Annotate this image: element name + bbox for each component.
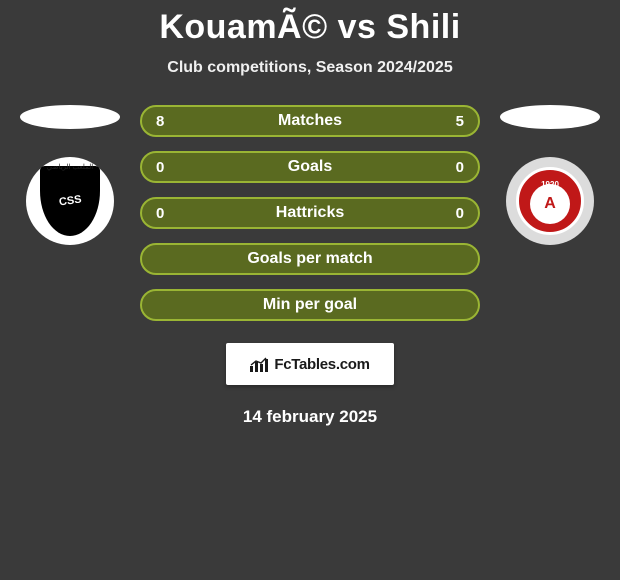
left-player-ellipse (20, 105, 120, 129)
stat-right-value: 0 (456, 159, 464, 176)
stat-bar-gpm: Goals per match (140, 243, 480, 275)
right-player-ellipse (500, 105, 600, 129)
left-club-logo: الملعب الرياضي CSS (26, 157, 114, 245)
date-text: 14 february 2025 (243, 407, 377, 427)
right-logo-inner: A (530, 184, 570, 224)
stat-bar-matches: 8 Matches 5 (140, 105, 480, 137)
stat-bar-goals: 0 Goals 0 (140, 151, 480, 183)
stat-left-value: 0 (156, 159, 164, 176)
chart-icon (250, 356, 270, 372)
stat-label: Min per goal (263, 296, 357, 314)
brand-badge: FcTables.com (226, 343, 394, 385)
left-player-col: الملعب الرياضي CSS (20, 105, 120, 245)
right-logo-text: A (544, 195, 556, 213)
left-logo-script: الملعب الرياضي (47, 163, 93, 171)
stat-left-value: 8 (156, 113, 164, 130)
stat-label: Matches (278, 112, 342, 130)
page-title: KouamÃ© vs Shili (159, 8, 460, 47)
right-logo-year: 1920 (541, 180, 559, 189)
stat-label: Goals per match (247, 250, 372, 268)
stat-right-value: 0 (456, 205, 464, 222)
stat-bar-mpg: Min per goal (140, 289, 480, 321)
right-logo-shield: 1920 A (516, 167, 584, 235)
stat-right-value: 5 (456, 113, 464, 130)
stat-left-value: 0 (156, 205, 164, 222)
stat-label: Hattricks (276, 204, 344, 222)
stat-label: Goals (288, 158, 332, 176)
right-player-col: 1920 A (500, 105, 600, 245)
brand-text: FcTables.com (274, 356, 369, 373)
page-subtitle: Club competitions, Season 2024/2025 (167, 59, 452, 77)
stat-bar-hattricks: 0 Hattricks 0 (140, 197, 480, 229)
left-logo-text: CSS (58, 193, 82, 208)
comparison-row: الملعب الرياضي CSS 8 Matches 5 0 Goals 0… (0, 105, 620, 321)
left-logo-shield: CSS (40, 166, 100, 236)
stats-column: 8 Matches 5 0 Goals 0 0 Hattricks 0 Goal… (140, 105, 480, 321)
right-club-logo: 1920 A (506, 157, 594, 245)
